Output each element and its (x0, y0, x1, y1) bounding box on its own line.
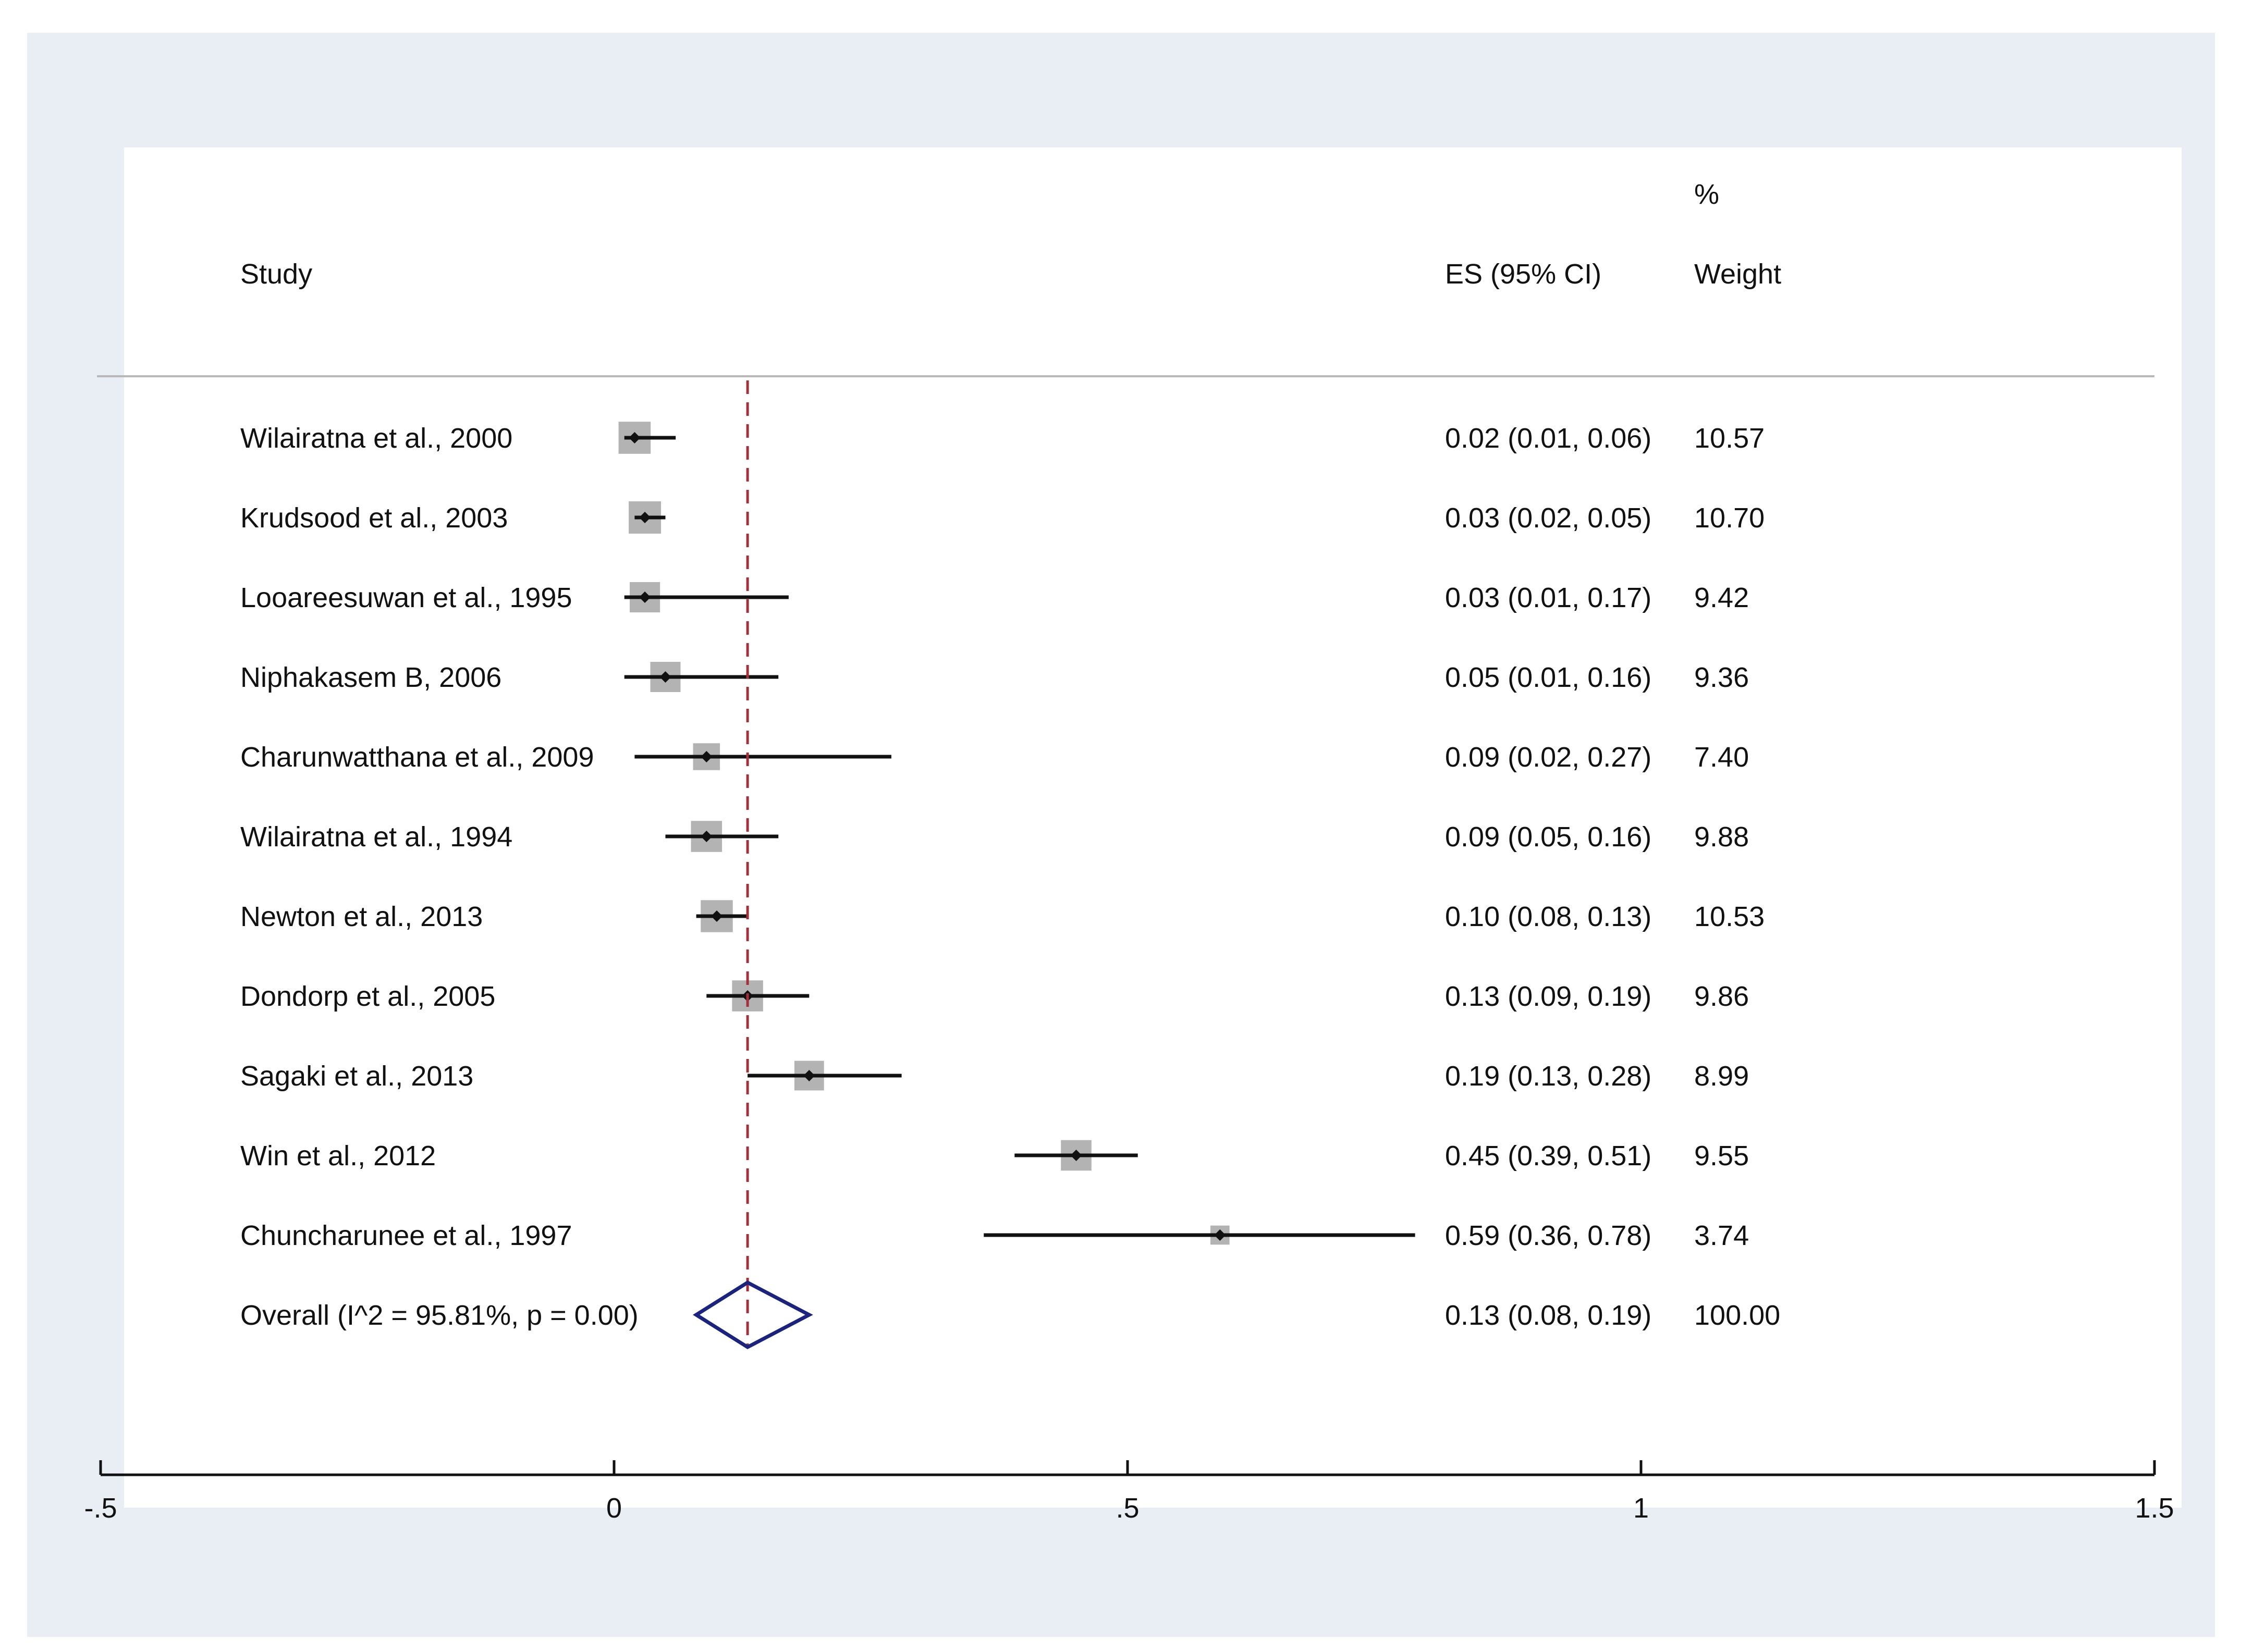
point-estimate (701, 831, 713, 842)
es-ci-value: 0.03 (0.02, 0.05) (1445, 502, 1651, 534)
study-label: Sagaki et al., 2013 (240, 1061, 473, 1092)
x-axis: -.5 0 .5 1 1.5 (84, 1460, 2174, 1524)
point-estimate (803, 1070, 815, 1081)
study-label: Looareesuwan et al., 1995 (240, 582, 572, 613)
overall-row: Overall (I^2 = 95.81%, p = 0.00) 0.13 (0.… (240, 1280, 1780, 1350)
study-label: Chuncharunee et al., 1997 (240, 1220, 572, 1251)
header-es: ES (95% CI) (1445, 258, 1601, 290)
study-label: Krudsood et al., 2003 (240, 502, 508, 534)
point-estimate (659, 671, 671, 683)
study-row: Dondorp et al., 2005 0.13 (0.09, 0.19) 9.8… (240, 980, 1749, 1012)
x-tick-label: .5 (1116, 1493, 1139, 1524)
overall-weight-value: 100.00 (1694, 1300, 1780, 1331)
study-row: Niphakasem B, 2006 0.05 (0.01, 0.16) 9.36 (240, 662, 1749, 693)
x-tick-label: -.5 (84, 1493, 117, 1524)
study-label: Niphakasem B, 2006 (240, 662, 501, 693)
study-row: Sagaki et al., 2013 0.19 (0.13, 0.28) 8.99 (240, 1061, 1749, 1092)
weight-value: 10.53 (1694, 901, 1765, 932)
study-row: Looareesuwan et al., 1995 0.03 (0.01, 0.1… (240, 582, 1749, 613)
es-ci-value: 0.03 (0.01, 0.17) (1445, 582, 1651, 613)
study-row: Chuncharunee et al., 1997 0.59 (0.36, 0.7… (240, 1220, 1749, 1251)
weight-value: 9.42 (1694, 582, 1749, 613)
overall-label: Overall (I^2 = 95.81%, p = 0.00) (240, 1300, 639, 1331)
study-row: Krudsood et al., 2003 0.03 (0.02, 0.05) 10… (240, 501, 1765, 534)
point-estimate (711, 910, 722, 922)
header-weight-percent: % (1694, 179, 1719, 210)
study-row: Win et al., 2012 0.45 (0.39, 0.51) 9.55 (240, 1140, 1749, 1172)
weight-value: 9.86 (1694, 981, 1749, 1012)
study-label: Charunwatthana et al., 2009 (240, 742, 594, 773)
es-ci-value: 0.45 (0.39, 0.51) (1445, 1140, 1651, 1172)
weight-value: 8.99 (1694, 1061, 1749, 1092)
es-ci-value: 0.13 (0.09, 0.19) (1445, 981, 1651, 1012)
es-ci-value: 0.05 (0.01, 0.16) (1445, 662, 1651, 693)
es-ci-value: 0.09 (0.02, 0.27) (1445, 742, 1651, 773)
header-study: Study (240, 258, 312, 290)
es-ci-value: 0.10 (0.08, 0.13) (1445, 901, 1651, 932)
study-row: Charunwatthana et al., 2009 0.09 (0.02, 0… (240, 742, 1749, 773)
point-estimate (639, 512, 651, 523)
weight-value: 9.36 (1694, 662, 1749, 693)
overall-es-ci-value: 0.13 (0.08, 0.19) (1445, 1300, 1651, 1331)
weight-value: 7.40 (1694, 742, 1749, 773)
es-ci-value: 0.19 (0.13, 0.28) (1445, 1061, 1651, 1092)
study-label: Wilairatna et al., 1994 (240, 821, 512, 853)
study-rows: Wilairatna et al., 2000 0.02 (0.01, 0.06)… (240, 422, 1765, 1251)
weight-value: 3.74 (1694, 1220, 1749, 1251)
study-label: Newton et al., 2013 (240, 901, 483, 932)
weight-value: 9.88 (1694, 821, 1749, 853)
header-weight: Weight (1694, 258, 1781, 290)
point-estimate (629, 432, 641, 443)
x-tick-label: 1.5 (2135, 1493, 2174, 1524)
es-ci-value: 0.59 (0.36, 0.78) (1445, 1220, 1651, 1251)
point-estimate (1070, 1150, 1082, 1161)
x-tick-label: 1 (1633, 1493, 1649, 1524)
es-ci-value: 0.09 (0.05, 0.16) (1445, 821, 1651, 853)
study-row: Wilairatna et al., 2000 0.02 (0.01, 0.06)… (240, 422, 1765, 454)
study-label: Win et al., 2012 (240, 1140, 436, 1172)
weight-value: 10.70 (1694, 502, 1765, 534)
study-label: Wilairatna et al., 2000 (240, 423, 512, 454)
overall-diamond (693, 1280, 813, 1350)
study-row: Wilairatna et al., 1994 0.09 (0.05, 0.16)… (240, 821, 1749, 853)
x-tick-label: 0 (606, 1493, 622, 1524)
study-row: Newton et al., 2013 0.10 (0.08, 0.13) 10.5… (240, 900, 1765, 932)
point-estimate (639, 591, 651, 603)
figure-background (27, 33, 2215, 1637)
study-label: Dondorp et al., 2005 (240, 981, 495, 1012)
point-estimate (1214, 1229, 1226, 1241)
point-estimate (701, 751, 713, 762)
es-ci-value: 0.02 (0.01, 0.06) (1445, 423, 1651, 454)
weight-value: 10.57 (1694, 423, 1765, 454)
weight-value: 9.55 (1694, 1140, 1749, 1172)
plot-region (124, 147, 2182, 1508)
